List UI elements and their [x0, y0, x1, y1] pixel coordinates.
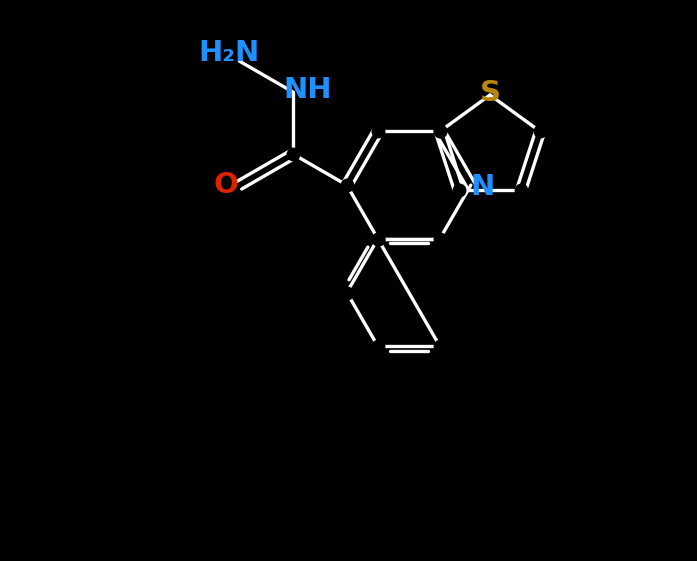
Text: S: S: [480, 79, 500, 107]
Text: N: N: [470, 173, 495, 201]
Text: H₂N: H₂N: [199, 39, 260, 67]
Text: O: O: [213, 171, 238, 199]
Text: NH: NH: [283, 76, 331, 104]
